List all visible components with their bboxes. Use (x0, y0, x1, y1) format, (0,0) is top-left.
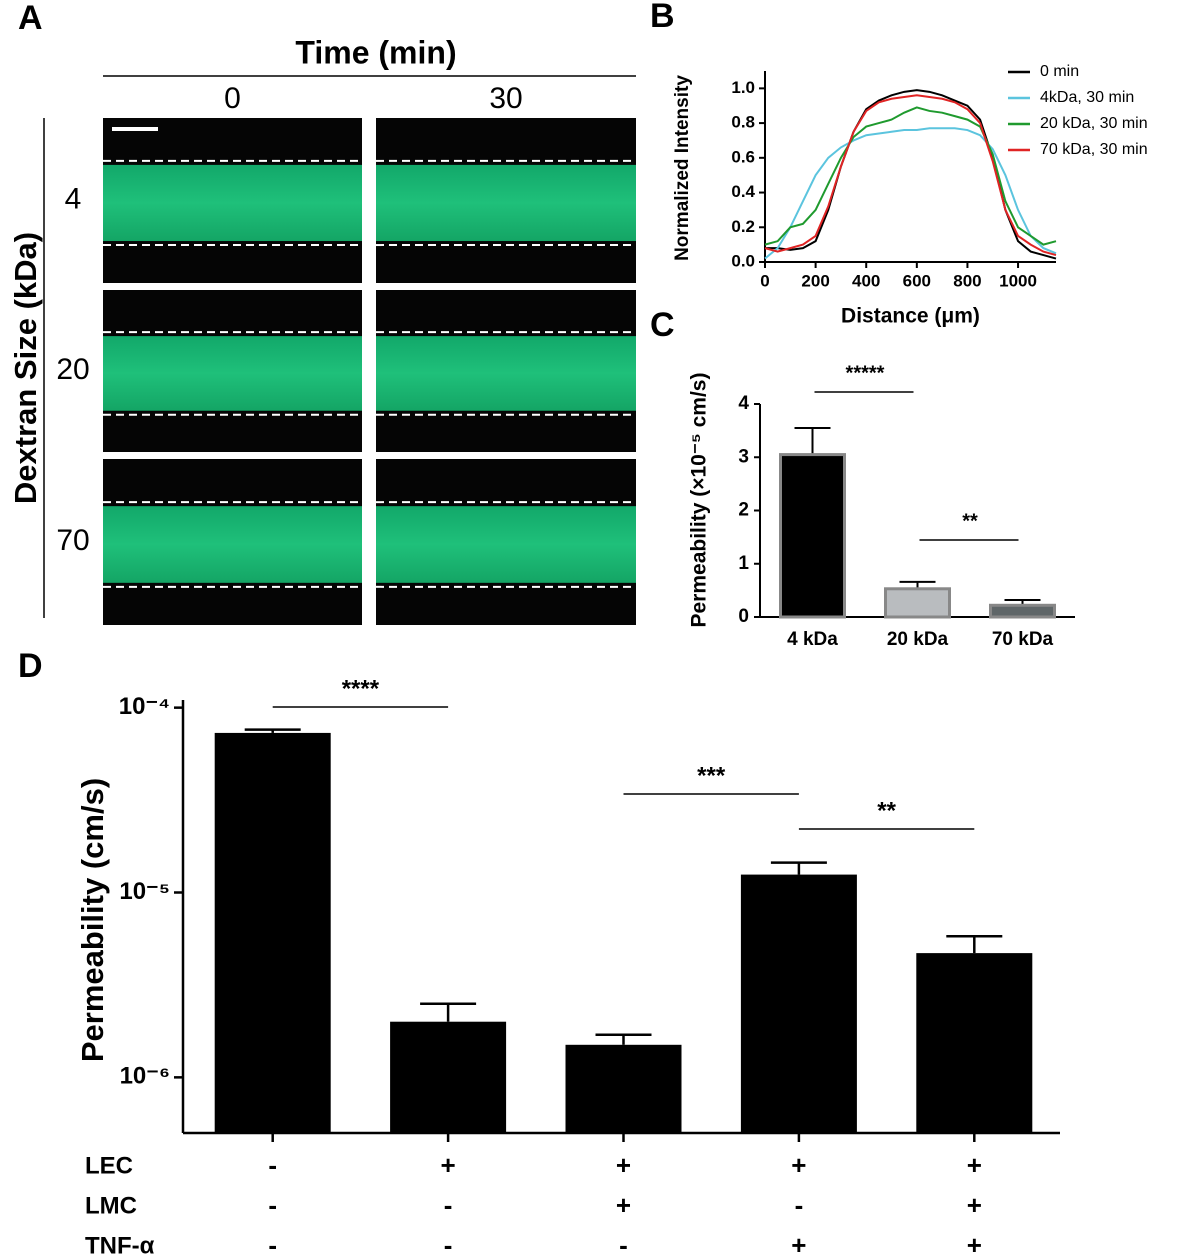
condition-name: LMC (85, 1192, 137, 1219)
condition-value: - (444, 1230, 453, 1260)
panel-letter: C (650, 306, 675, 344)
row-label: 70 (56, 524, 89, 557)
y-tick-label: 0.8 (731, 113, 755, 132)
legend-label: 0 min (1040, 63, 1079, 80)
legend-label: 20 kDa, 30 min (1040, 115, 1148, 132)
significance-label: **** (342, 675, 380, 702)
x-tick-label: 20 kDa (887, 629, 949, 650)
x-tick-label: 800 (953, 271, 981, 290)
condition-value: + (967, 1150, 982, 1180)
panel-letter: A (18, 0, 43, 37)
condition-value: - (268, 1150, 277, 1180)
vessel (376, 164, 636, 242)
y-tick-label: 0 (738, 606, 749, 627)
grid-title: Time (min) (295, 34, 456, 70)
bar (214, 732, 331, 1133)
x-tick-label: 600 (903, 271, 931, 290)
condition-value: - (444, 1190, 453, 1220)
column-label: 30 (489, 82, 522, 115)
y-axis-label: Permeability (cm/s) (75, 778, 110, 1062)
condition-name: TNF-α (85, 1232, 155, 1259)
y-tick-label: 1 (738, 553, 749, 574)
condition-value: + (616, 1190, 631, 1220)
significance-label: ** (962, 510, 978, 532)
y-axis-label: Permeability (×10⁻⁵ cm/s) (688, 373, 711, 628)
panel-letter: B (650, 0, 675, 35)
line-series (764, 94, 1057, 257)
x-tick-label: 1000 (999, 271, 1037, 290)
y-tick-label: 10⁻⁵ (119, 878, 170, 905)
condition-value: - (268, 1230, 277, 1260)
bar (779, 453, 846, 619)
condition-value: - (268, 1190, 277, 1220)
row-label: 4 (65, 182, 82, 215)
line-series (765, 89, 1057, 260)
y-tick-label: 4 (738, 393, 749, 414)
vessel (103, 336, 362, 411)
x-tick-label: 200 (801, 271, 829, 290)
panel-letter: D (18, 647, 43, 685)
legend-label: 4kDa, 30 min (1040, 89, 1134, 106)
condition-value: + (791, 1150, 806, 1180)
y-tick-label: 0.4 (731, 182, 755, 201)
y-tick-label: 2 (738, 500, 749, 521)
y-axis-label: Normalized Intensity (672, 75, 693, 261)
x-tick-label: 70 kDa (992, 629, 1054, 650)
bar (884, 587, 951, 619)
condition-value: + (791, 1230, 806, 1260)
column-label: 0 (224, 82, 241, 115)
condition-value: - (619, 1230, 628, 1260)
row-label: 20 (56, 353, 89, 386)
x-axis-label: Distance (μm) (841, 305, 980, 328)
y-tick-label: 10⁻⁶ (120, 1063, 170, 1090)
condition-name: LEC (85, 1152, 133, 1179)
bar (740, 874, 857, 1133)
significance-label: *** (697, 762, 726, 789)
bar (989, 603, 1056, 619)
y-tick-label: 3 (738, 446, 749, 467)
vessel (376, 506, 636, 583)
legend-label: 70 kDa, 30 min (1040, 141, 1148, 158)
x-tick-label: 4 kDa (787, 629, 838, 650)
line-series (764, 106, 1057, 246)
bar (565, 1044, 682, 1133)
line-series (764, 127, 1057, 260)
bar (916, 953, 1033, 1133)
condition-value: - (795, 1190, 804, 1220)
bar (390, 1021, 507, 1133)
x-tick-label: 400 (852, 271, 880, 290)
vessel (103, 506, 362, 583)
y-tick-label: 10⁻⁴ (119, 693, 170, 720)
y-tick-label: 0.2 (731, 217, 755, 236)
x-tick-label: 0 (760, 271, 769, 290)
condition-value: + (967, 1190, 982, 1220)
row-axis-label: Dextran Size (kDa) (8, 232, 43, 504)
significance-label: ** (877, 797, 896, 824)
condition-value: + (441, 1150, 456, 1180)
y-tick-label: 1.0 (731, 78, 755, 97)
y-tick-label: 0.0 (731, 251, 755, 270)
condition-value: + (616, 1150, 631, 1180)
condition-value: + (967, 1230, 982, 1260)
vessel (103, 164, 362, 242)
significance-label: ***** (846, 362, 885, 384)
vessel (376, 336, 636, 411)
y-tick-label: 0.6 (731, 147, 755, 166)
